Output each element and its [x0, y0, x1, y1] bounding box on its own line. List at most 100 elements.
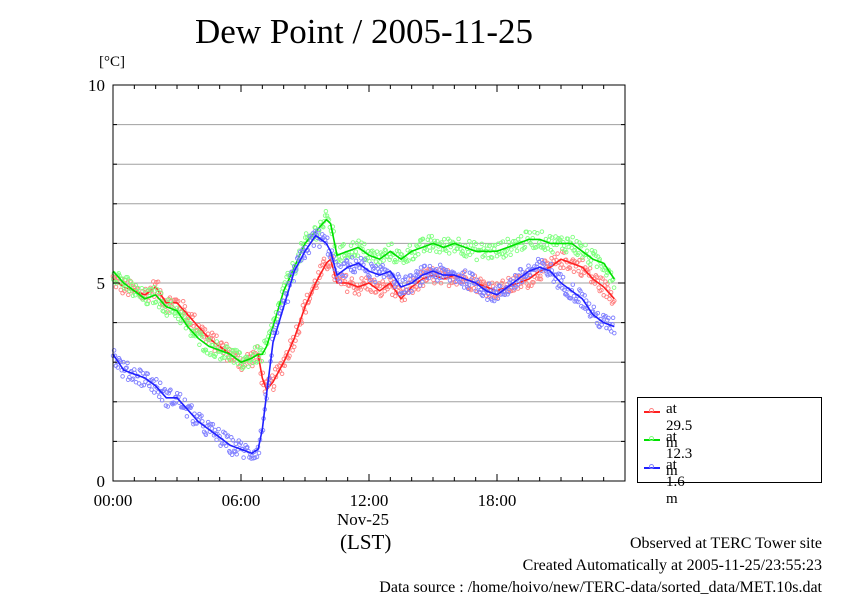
data-point	[486, 281, 492, 286]
data-point	[177, 391, 183, 397]
data-point	[220, 441, 225, 446]
data-point	[529, 242, 534, 247]
series-at-1-6-m	[110, 227, 617, 461]
data-point	[197, 342, 202, 348]
data-point	[149, 387, 154, 392]
data-point	[254, 454, 260, 460]
data-point	[189, 312, 195, 317]
data-point	[157, 380, 163, 386]
data-point	[151, 390, 157, 395]
data-point	[526, 263, 531, 268]
data-point	[566, 244, 572, 250]
data-point	[270, 373, 275, 378]
data-point	[125, 360, 130, 366]
data-point	[374, 249, 380, 254]
data-point	[223, 443, 229, 449]
data-point	[422, 263, 428, 269]
data-point	[441, 236, 447, 242]
data-point	[411, 276, 416, 281]
data-point	[304, 292, 310, 298]
data-point	[297, 249, 303, 255]
data-point	[468, 243, 474, 248]
data-point	[145, 371, 150, 377]
data-point	[379, 292, 384, 297]
data-point	[470, 272, 476, 277]
data-point	[183, 310, 189, 316]
data-point	[140, 288, 145, 294]
data-point	[495, 241, 501, 247]
data-point	[245, 444, 250, 450]
data-point	[467, 252, 473, 257]
data-point	[118, 287, 124, 293]
data-point	[376, 281, 382, 286]
data-point	[416, 269, 421, 274]
data-point	[316, 270, 321, 275]
data-point	[610, 315, 616, 321]
data-point	[396, 274, 402, 279]
data-point	[539, 257, 545, 263]
data-point	[490, 284, 496, 289]
data-point	[213, 352, 218, 357]
data-point	[234, 452, 239, 457]
data-point	[279, 371, 285, 377]
data-point	[545, 273, 550, 278]
data-point	[180, 317, 186, 322]
data-point	[115, 365, 121, 370]
data-point	[391, 273, 396, 279]
data-point	[416, 252, 421, 257]
data-point	[594, 264, 600, 270]
data-point	[327, 263, 332, 269]
data-point	[550, 250, 555, 255]
data-point	[323, 240, 329, 246]
data-point	[231, 448, 237, 454]
data-point	[447, 278, 453, 283]
data-point	[352, 269, 358, 275]
data-point	[187, 320, 193, 326]
data-point	[460, 270, 465, 276]
data-point	[130, 293, 136, 299]
data-point	[133, 283, 139, 288]
data-point	[570, 234, 575, 240]
data-point	[481, 279, 486, 284]
data-point	[145, 301, 150, 307]
data-point	[497, 251, 503, 257]
data-point	[561, 265, 566, 271]
data-point	[554, 272, 559, 277]
data-point	[531, 280, 536, 285]
data-point	[535, 231, 540, 236]
data-point	[408, 273, 414, 278]
data-point	[420, 236, 426, 242]
axis-ticks: 00:00 06:00 12:00 18:00 0 5 10	[88, 76, 626, 510]
data-point	[132, 292, 138, 298]
data-point	[612, 298, 617, 303]
data-point	[502, 292, 508, 298]
footer-observed: Observed at TERC Tower site	[629, 535, 822, 552]
data-point	[167, 388, 172, 394]
legend-label: at 29.5 m	[666, 401, 693, 451]
data-point	[246, 364, 251, 369]
data-point	[240, 366, 245, 371]
data-point	[606, 286, 611, 291]
data-point	[576, 268, 581, 274]
data-point	[381, 258, 386, 263]
data-point	[343, 274, 348, 279]
data-point	[241, 365, 246, 370]
data-point	[174, 390, 180, 396]
data-point	[559, 262, 564, 267]
data-point	[214, 339, 220, 344]
data-point	[224, 434, 230, 439]
data-point	[214, 333, 219, 338]
data-point	[579, 244, 584, 249]
series-at-29-5-m	[110, 249, 617, 394]
data-point	[505, 292, 510, 297]
data-point	[380, 279, 385, 284]
data-point	[531, 245, 536, 251]
data-point	[372, 252, 378, 257]
data-point	[584, 248, 590, 254]
data-point	[166, 391, 171, 396]
data-point	[606, 315, 611, 321]
data-point	[216, 426, 221, 432]
data-point	[231, 357, 237, 363]
series-line	[112, 258, 615, 391]
